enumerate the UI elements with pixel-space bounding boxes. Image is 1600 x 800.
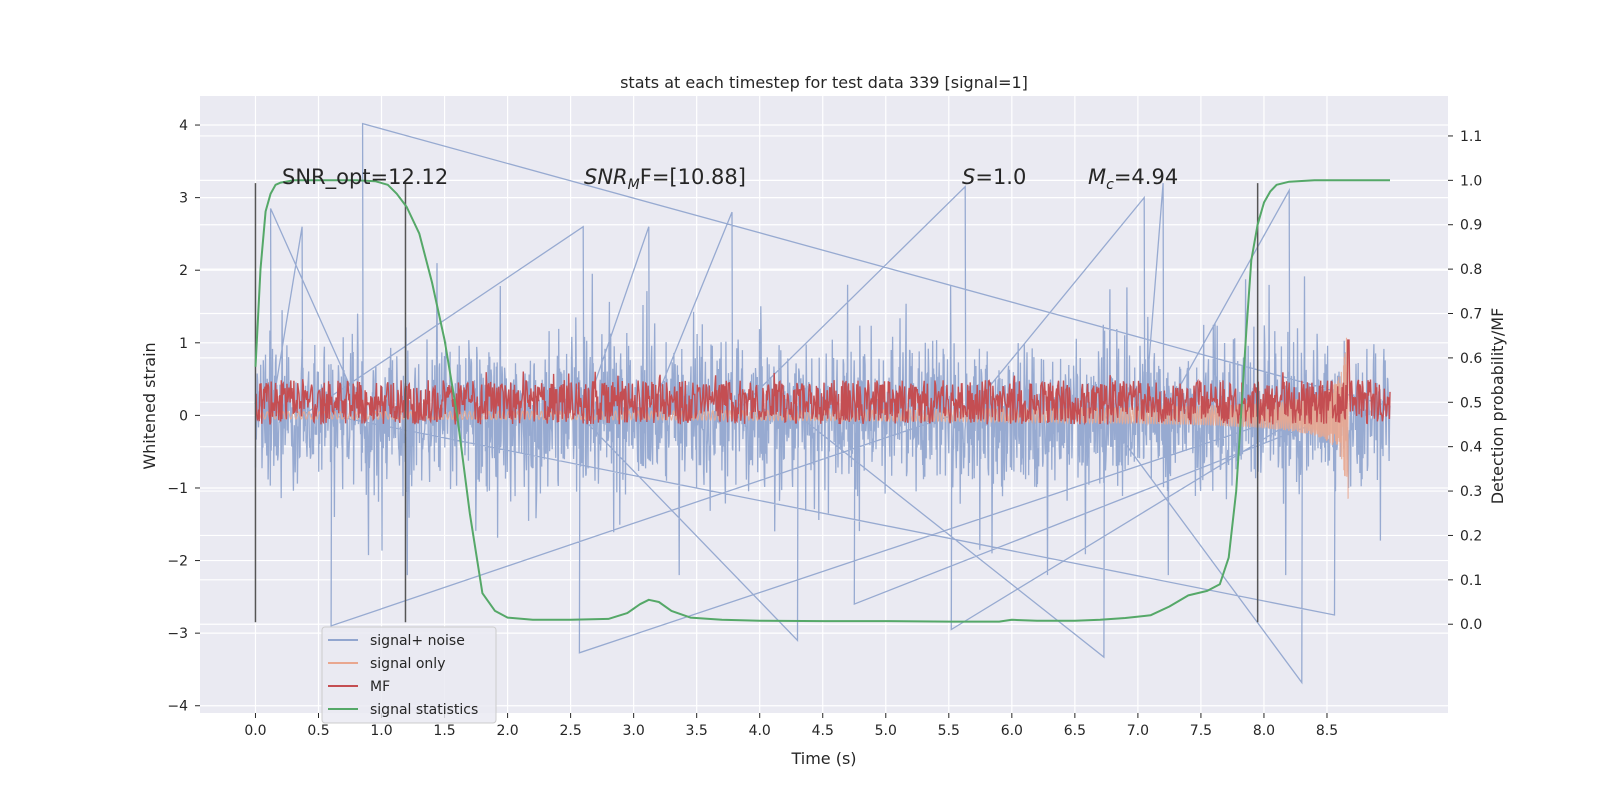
annotation-snr-opt: SNR_opt=12.12 [282,165,448,190]
x-tick-label: 0.0 [244,723,266,739]
annotation-mc: Mc=4.94 [1088,165,1178,193]
legend-label-signal-only: signal only [370,656,445,672]
y-tick-label-left: −3 [167,626,188,642]
annotation-snr-mf-sub: M [628,177,640,193]
annotation-mc-symbol: M [1088,165,1106,189]
annotation-s-symbol: S [962,165,975,189]
y-tick-label-left: 2 [179,263,188,279]
annotation-s: S=1.0 [962,165,1026,189]
x-tick-label: 1.0 [370,723,392,739]
mf-line [254,339,1391,426]
y-axis-label-left: Whitened strain [140,342,159,469]
x-tick-label: 1.5 [433,723,455,739]
y-tick-label-left: −1 [167,481,188,497]
mf-series [254,339,1391,426]
y-tick-label-right: 0.7 [1460,307,1482,323]
y-tick-label-right: 0.9 [1460,218,1482,234]
x-tick-label: 5.5 [938,723,960,739]
y-tick-label-left: 1 [179,336,188,352]
legend-box [321,626,497,724]
annotation-snr-mf-prefix: SNR [584,165,628,189]
legend-label-signal-statistics: signal statistics [370,702,478,718]
x-tick-label: 7.5 [1190,723,1212,739]
legend: signal+ noise signal only MF signal stat… [321,626,497,724]
annotation-s-value: =1.0 [975,165,1026,189]
x-tick-label: 4.5 [812,723,834,739]
y-tick-label-right: 0.1 [1460,573,1482,589]
signal-statistics-series [254,179,1390,623]
axis-ticks: 0.0 0.5 1.0 1.5 2.0 2.5 3.0 3.5 4.0 4.5 5.0 5.5 6.0 6… [167,118,1482,739]
y-tick-label-right: 0.0 [1460,617,1482,633]
x-tick-label: 8.5 [1316,723,1338,739]
y-tick-label-left: 4 [179,118,188,134]
x-tick-label: 2.0 [496,723,518,739]
y-tick-label-right: 0.3 [1460,484,1482,500]
y-tick-label-right: 1.0 [1460,173,1482,189]
y-tick-label-left: −2 [167,554,188,570]
x-tick-label: 7.0 [1127,723,1149,739]
x-tick-label: 6.0 [1001,723,1023,739]
y-tick-label-left: −4 [167,699,188,715]
y-tick-label-left: 0 [179,408,188,424]
vertical-markers [254,183,1259,623]
x-tick-label: 0.5 [307,723,329,739]
y-tick-label-right: 0.6 [1460,351,1482,367]
annotation-mc-value: =4.94 [1114,165,1178,189]
y-tick-label-right: 0.8 [1460,262,1482,278]
x-tick-label: 3.5 [686,723,708,739]
chart-title: stats at each timestep for test data 339… [620,73,1028,92]
annotation-snr-mf: SNRMF=[10.88] [584,165,746,193]
x-tick-label: 3.0 [623,723,645,739]
x-tick-label: 2.5 [559,723,581,739]
x-tick-label: 4.0 [749,723,771,739]
annotation-snr-mf-suffix: F=[10.88] [640,165,746,189]
legend-label-mf: MF [370,679,390,695]
y-axis-label-right: Detection probability/MF [1488,308,1507,505]
y-tick-label-right: 0.5 [1460,395,1482,411]
y-tick-label-left: 3 [179,191,188,207]
legend-label-signal-noise: signal+ noise [370,633,465,649]
y-tick-label-right: 0.4 [1460,440,1482,456]
x-axis-label: Time (s) [790,749,856,768]
x-tick-label: 5.0 [875,723,897,739]
signal-statistics-line [254,179,1390,623]
y-tick-label-right: 0.2 [1460,528,1482,544]
y-tick-label-right: 1.1 [1460,129,1482,145]
x-tick-label: 8.0 [1253,723,1275,739]
annotation-mc-sub: c [1106,177,1114,193]
x-tick-label: 6.5 [1064,723,1086,739]
